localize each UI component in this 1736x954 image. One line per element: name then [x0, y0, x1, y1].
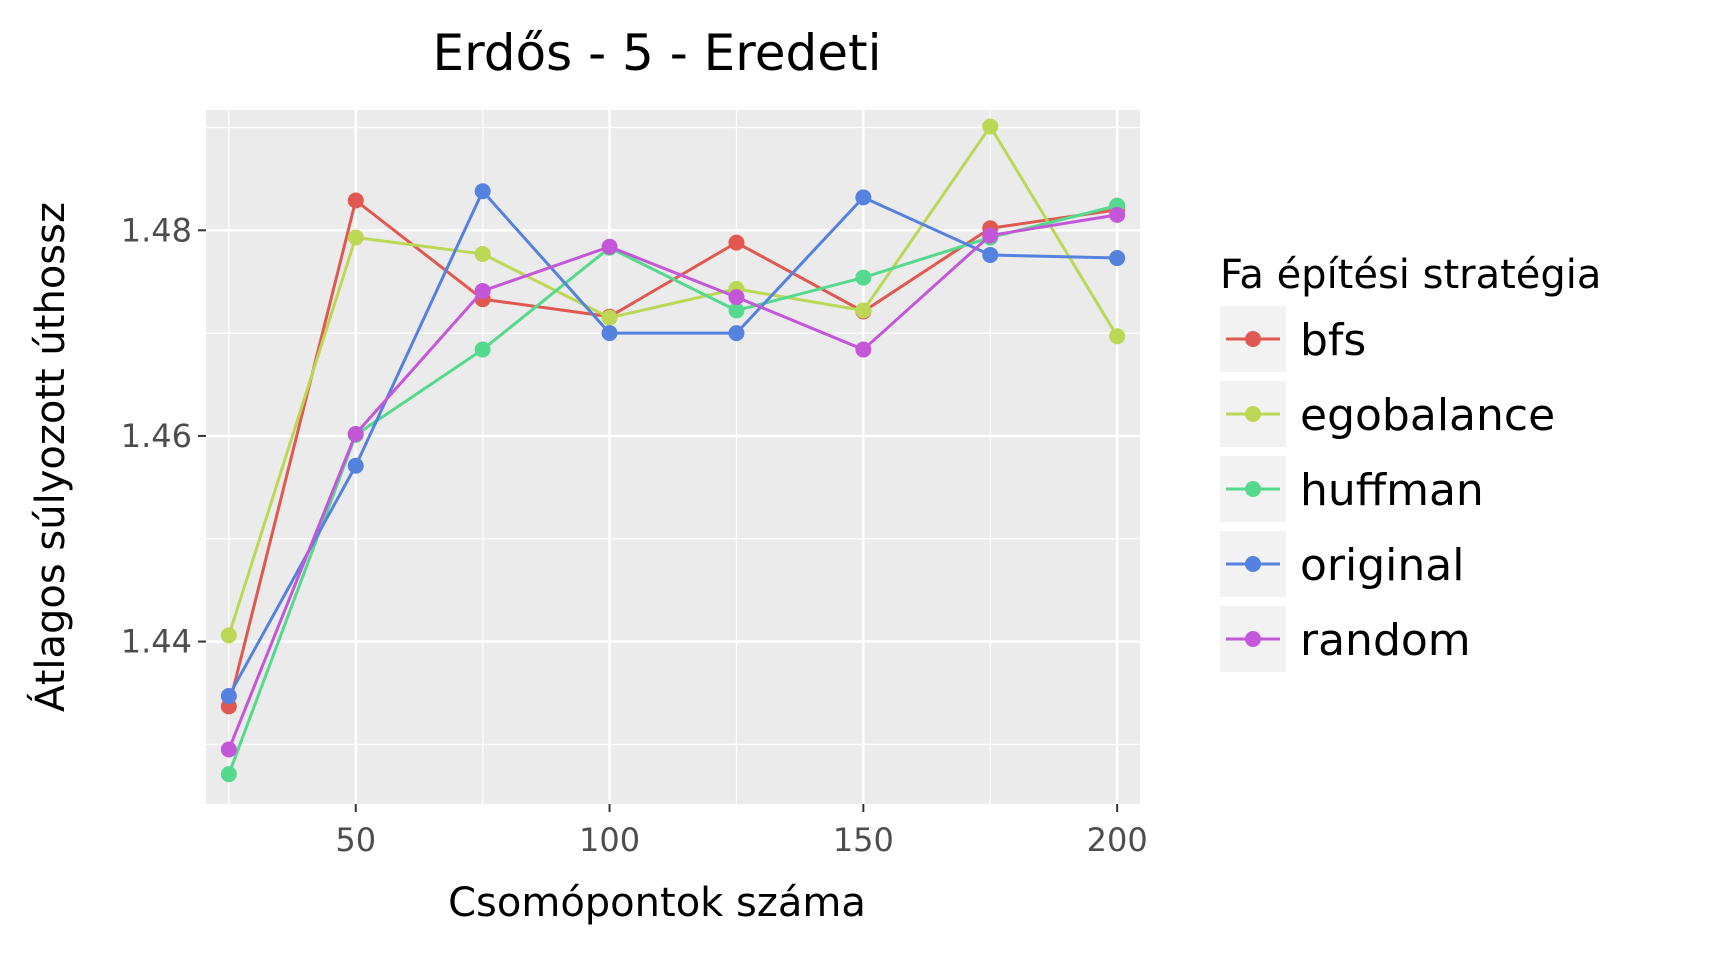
legend-items: bfs egobalance huffman original random — [1220, 306, 1555, 672]
data-point-random — [347, 425, 364, 442]
series-line-random — [227, 213, 1118, 751]
data-point-random — [855, 341, 872, 358]
series-egobalance — [220, 118, 1126, 644]
y-tick-label: 1.44 — [121, 623, 192, 661]
data-point-random — [220, 741, 237, 758]
legend-key-point — [1245, 556, 1261, 572]
series-line-original — [227, 189, 1118, 697]
data-point-original — [1109, 250, 1126, 267]
data-point-huffman — [474, 341, 491, 358]
y-tick-label: 1.46 — [121, 417, 192, 455]
x-axis-title: Csomópontok száma — [448, 880, 866, 926]
chart-title: Erdős - 5 - Eredeti — [433, 24, 882, 82]
legend-key-point — [1245, 481, 1261, 497]
legend-title: Fa építési stratégia — [1220, 252, 1601, 298]
data-point-egobalance — [855, 302, 872, 319]
legend-label: egobalance — [1300, 390, 1555, 441]
data-point-original — [855, 189, 872, 206]
y-axis-title: Átlagos súlyozott úthossz — [26, 202, 74, 712]
x-tick-label: 50 — [335, 821, 376, 859]
legend-label: original — [1300, 540, 1464, 591]
data-point-huffman — [728, 302, 745, 319]
legend-label: bfs — [1300, 315, 1366, 366]
legend-label: random — [1300, 615, 1471, 666]
data-point-random — [474, 282, 491, 299]
data-point-egobalance — [601, 309, 618, 326]
legend-item-egobalance: egobalance — [1220, 381, 1555, 447]
data-point-egobalance — [220, 627, 237, 644]
legend: Fa építési stratégia bfs egobalance huffma… — [1220, 252, 1601, 672]
x-tick-label: 100 — [579, 821, 640, 859]
data-point-bfs — [347, 192, 364, 209]
data-point-original — [220, 688, 237, 705]
data-point-random — [982, 227, 999, 244]
legend-key-point — [1245, 406, 1261, 422]
data-point-huffman — [855, 269, 872, 286]
legend-item-random: random — [1220, 606, 1471, 672]
legend-label: huffman — [1300, 465, 1484, 516]
data-point-random — [728, 289, 745, 306]
x-tick-label: 200 — [1087, 821, 1148, 859]
data-point-random — [1109, 206, 1126, 223]
data-point-huffman — [220, 766, 237, 783]
data-point-original — [474, 183, 491, 200]
legend-item-huffman: huffman — [1220, 456, 1484, 522]
data-point-original — [728, 325, 745, 342]
data-point-egobalance — [474, 245, 491, 262]
data-point-egobalance — [1109, 328, 1126, 345]
axes: 50 100 150 200 1.44 1.46 1.48 — [121, 211, 1148, 859]
x-tick-label: 150 — [833, 821, 894, 859]
series-original — [220, 183, 1126, 705]
legend-key-point — [1245, 631, 1261, 647]
series-layer — [220, 118, 1126, 783]
legend-item-original: original — [1220, 531, 1464, 597]
data-point-bfs — [728, 234, 745, 251]
data-point-egobalance — [982, 118, 999, 135]
series-random — [220, 206, 1126, 758]
legend-key-point — [1245, 331, 1261, 347]
grid — [206, 110, 1140, 804]
data-point-random — [601, 238, 618, 255]
legend-item-bfs: bfs — [1220, 306, 1366, 372]
data-point-original — [601, 325, 618, 342]
series-line-egobalance — [227, 124, 1119, 636]
data-point-original — [982, 246, 999, 263]
data-point-egobalance — [347, 229, 364, 246]
data-point-original — [347, 457, 364, 474]
y-tick-label: 1.48 — [121, 211, 192, 249]
